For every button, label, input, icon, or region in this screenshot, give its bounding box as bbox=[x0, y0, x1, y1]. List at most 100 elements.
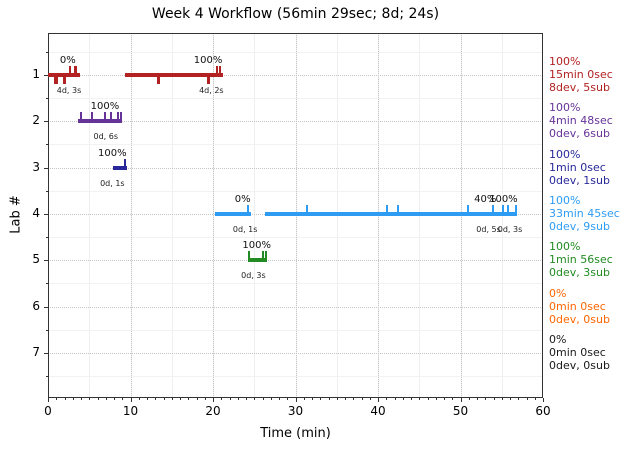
deviation-tick bbox=[63, 75, 66, 84]
x-axis-minor-tick bbox=[386, 398, 388, 400]
percent-label: 100% bbox=[489, 193, 518, 205]
x-axis-tick bbox=[130, 398, 132, 402]
legend-line: 15min 0sec bbox=[549, 68, 613, 81]
x-axis-minor-tick bbox=[204, 398, 206, 400]
deviation-tick bbox=[54, 75, 57, 84]
legend-line: 8dev, 5sub bbox=[549, 81, 610, 94]
grid-line-h bbox=[48, 167, 543, 169]
x-axis-minor-tick bbox=[394, 398, 396, 400]
legend-entry: 100% 15min 0sec 8dev, 5sub bbox=[549, 55, 613, 94]
x-axis-minor-tick bbox=[312, 398, 313, 400]
x-axis-minor-tick bbox=[336, 398, 338, 400]
x-axis-minor-tick bbox=[254, 398, 256, 400]
x-axis-minor-tick bbox=[221, 398, 223, 400]
percent-label: 100% bbox=[242, 240, 272, 252]
x-axis-minor-tick bbox=[361, 398, 363, 400]
legend-line: 100% bbox=[549, 193, 581, 207]
submission-tick bbox=[507, 204, 510, 214]
x-tick-label: 20 bbox=[205, 404, 221, 418]
x-axis-tick bbox=[48, 398, 49, 402]
grid-line-v bbox=[130, 33, 132, 398]
percent-label: 40% bbox=[474, 193, 497, 205]
legend-entry: 100% 33min 45sec 0dev, 9sub bbox=[549, 194, 620, 233]
legend-line: 0% bbox=[549, 286, 567, 300]
grid-line-v-minor bbox=[254, 33, 256, 398]
x-axis-minor-tick bbox=[328, 398, 330, 400]
legend-entry: 100% 1min 0sec 0dev, 1sub bbox=[549, 148, 610, 187]
x-axis-tick bbox=[213, 398, 214, 402]
x-axis-minor-tick bbox=[427, 398, 429, 400]
x-axis-minor-tick bbox=[303, 398, 305, 400]
submission-tick bbox=[216, 66, 219, 75]
x-axis-minor-tick bbox=[526, 398, 528, 400]
x-axis-minor-tick bbox=[345, 398, 346, 400]
bar-segment bbox=[124, 73, 223, 77]
y-axis-tick bbox=[44, 75, 48, 76]
y-axis-tick bbox=[44, 352, 48, 354]
x-axis-minor-tick bbox=[369, 398, 371, 400]
x-tick-label: 50 bbox=[452, 404, 469, 418]
legend-line: 100% bbox=[549, 101, 581, 115]
y-tick-label: 3 bbox=[32, 159, 40, 174]
grid-line-h bbox=[48, 352, 543, 354]
x-axis-minor-tick bbox=[72, 398, 74, 400]
devsub-label: 0d, 1s bbox=[232, 224, 258, 234]
chart-title: Week 4 Workflow (56min 29sec; 8d; 24s) bbox=[151, 6, 440, 22]
y-axis-minor-tick bbox=[46, 98, 48, 100]
x-axis-label: Time (min) bbox=[260, 426, 331, 441]
submission-tick bbox=[74, 66, 77, 75]
legend-line: 100% bbox=[549, 147, 581, 161]
y-axis-minor-tick bbox=[46, 237, 48, 239]
percent-label: 100% bbox=[98, 147, 127, 159]
x-tick-label: 60 bbox=[535, 404, 551, 418]
submission-tick bbox=[90, 112, 93, 122]
x-axis-minor-tick bbox=[402, 398, 404, 400]
x-axis-minor-tick bbox=[419, 398, 421, 400]
x-axis-minor-tick bbox=[147, 398, 148, 400]
legend-entry: 100% 1min 56sec 0dev, 3sub bbox=[549, 240, 613, 279]
x-axis-tick bbox=[295, 398, 297, 402]
submission-tick bbox=[80, 112, 82, 122]
submission-tick bbox=[491, 204, 494, 214]
submission-tick bbox=[396, 204, 399, 214]
grid-line-v-minor bbox=[89, 33, 91, 398]
x-axis-minor-tick bbox=[435, 398, 437, 400]
submission-tick bbox=[246, 204, 249, 214]
percent-label: 0% bbox=[234, 193, 251, 205]
deviation-tick bbox=[156, 75, 159, 84]
x-axis-minor-tick bbox=[196, 398, 198, 400]
x-axis-minor-tick bbox=[81, 398, 82, 400]
legend-entry: 100% 4min 48sec 0dev, 6sub bbox=[549, 101, 613, 140]
x-axis-minor-tick bbox=[171, 398, 173, 400]
x-axis-minor-tick bbox=[493, 398, 495, 400]
x-axis-minor-tick bbox=[320, 398, 322, 400]
submission-tick bbox=[103, 112, 106, 122]
y-tick-label: 2 bbox=[32, 113, 40, 128]
x-axis-minor-tick bbox=[114, 398, 115, 400]
submission-tick bbox=[264, 251, 267, 261]
x-axis-minor-tick bbox=[411, 398, 412, 400]
x-axis-minor-tick bbox=[477, 398, 478, 400]
y-tick-label: 7 bbox=[32, 344, 40, 359]
y-tick-label: 5 bbox=[32, 252, 40, 267]
devsub-label: 4d, 2s bbox=[199, 86, 224, 95]
y-tick-label: 1 bbox=[32, 67, 40, 81]
x-axis-minor-tick bbox=[138, 398, 140, 400]
devsub-label: 0d, 5s bbox=[476, 224, 501, 234]
bar-segment bbox=[264, 211, 518, 216]
percent-label: 0% bbox=[59, 55, 76, 66]
x-axis-minor-tick bbox=[180, 398, 181, 400]
submission-tick bbox=[117, 112, 120, 122]
x-axis-tick bbox=[460, 398, 462, 402]
legend-line: 0min 0sec bbox=[549, 345, 606, 359]
x-axis-minor-tick bbox=[468, 398, 470, 400]
x-axis-minor-tick bbox=[155, 398, 157, 400]
x-axis-minor-tick bbox=[501, 398, 503, 400]
deviation-tick bbox=[62, 75, 65, 84]
submission-tick bbox=[109, 112, 112, 122]
x-tick-label: 40 bbox=[370, 404, 386, 418]
x-axis-minor-tick bbox=[163, 398, 165, 400]
x-axis-minor-tick bbox=[105, 398, 107, 400]
legend-entry: 0% 0min 0sec 0dev, 0sub bbox=[549, 287, 610, 326]
